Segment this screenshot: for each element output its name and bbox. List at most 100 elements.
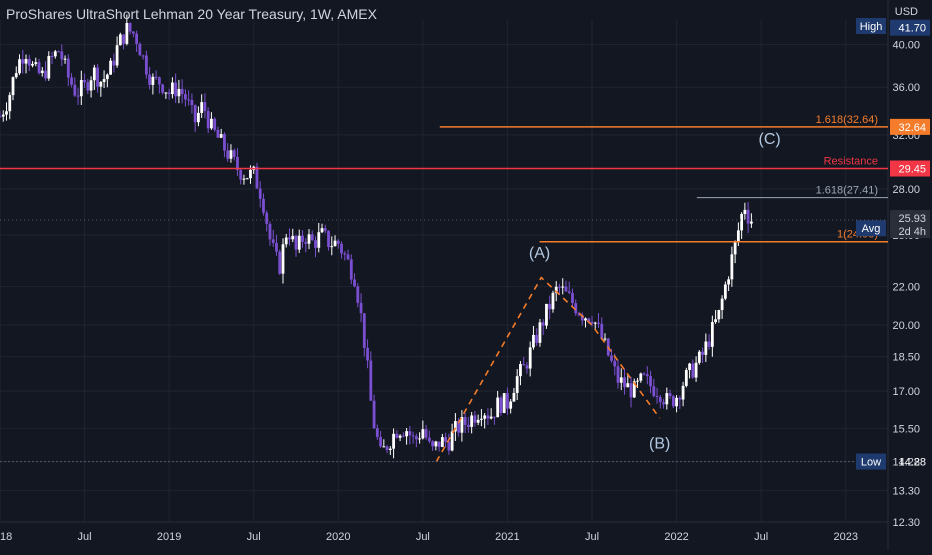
candle-body	[271, 239, 275, 243]
candle-body	[636, 380, 639, 382]
candle-body	[356, 286, 360, 303]
wave-dashed-path	[435, 276, 661, 462]
candle-body	[86, 82, 90, 91]
x-tick-label: Jul	[78, 531, 92, 543]
candle-body	[148, 74, 152, 85]
candle-body	[83, 79, 86, 83]
candle-body	[304, 241, 308, 244]
candle-body	[125, 22, 129, 44]
candle-body	[102, 79, 106, 82]
candle-body	[154, 76, 158, 78]
candle-body	[73, 84, 77, 96]
candle-body	[229, 150, 233, 159]
candle-body	[723, 284, 727, 299]
candle-body	[281, 244, 285, 274]
chart-title: ProShares UltraShort Lehman 20 Year Trea…	[6, 6, 377, 22]
candle-body	[558, 286, 561, 288]
candle-body	[180, 88, 184, 95]
candle-body	[418, 438, 422, 440]
candle-body	[509, 401, 513, 409]
candle-body	[11, 77, 15, 96]
level-label-fib-1618-lower: 1.618(27.41)	[816, 185, 878, 197]
candle-body	[548, 303, 552, 310]
candle-body	[21, 59, 25, 64]
candle-body	[707, 341, 711, 347]
candle-body	[366, 347, 369, 361]
candle-body	[658, 397, 662, 403]
candle-body	[262, 198, 265, 213]
y-tick-label: 15.50	[892, 423, 920, 435]
candle-body	[14, 73, 18, 78]
candle-body	[567, 291, 571, 294]
candle-body	[223, 134, 226, 151]
candle-body	[190, 100, 194, 106]
candle-body	[662, 402, 665, 405]
candle-body	[92, 67, 96, 81]
price-tag-text-resistance: 29.45	[898, 164, 926, 176]
candle-body	[616, 366, 620, 383]
candle-body	[144, 55, 148, 75]
candle-body	[60, 51, 64, 60]
countdown-text: 2d 4h	[898, 226, 926, 238]
candle-body	[590, 321, 594, 324]
candle-body	[434, 441, 438, 447]
candle-body	[161, 84, 165, 93]
price-tag-fib-1618-upper	[890, 118, 930, 135]
high-price-text: 41.70	[898, 23, 926, 35]
candle-body	[99, 81, 103, 87]
candle-body	[278, 251, 282, 274]
x-tick-label: Jul	[754, 531, 768, 543]
candle-body	[340, 243, 343, 254]
low-tag-box	[856, 453, 886, 470]
current-price-box	[890, 210, 930, 239]
candle-body	[675, 397, 678, 407]
candle-body	[249, 169, 252, 179]
candle-body	[710, 322, 714, 347]
candle-body	[701, 351, 704, 355]
candle-body	[613, 360, 617, 367]
candle-body	[232, 150, 236, 157]
candle-body	[574, 303, 578, 314]
candle-body	[57, 51, 60, 53]
candle-body	[668, 393, 672, 397]
candle-body	[743, 209, 747, 215]
candle-body	[5, 111, 8, 115]
x-tick-label: Jul	[585, 531, 599, 543]
price-tag-text-fib-1618-upper: 32.64	[898, 122, 926, 134]
candle-body	[157, 77, 161, 85]
candle-body	[499, 397, 503, 413]
x-tick-label: Jul	[416, 531, 430, 543]
candle-body	[408, 431, 412, 436]
y-tick-label: 13.30	[892, 485, 920, 497]
candle-body	[421, 429, 425, 439]
candle-body	[496, 397, 500, 418]
candle-body	[333, 240, 337, 247]
candle-body	[291, 235, 295, 240]
candle-body	[466, 424, 470, 427]
candle-body	[70, 77, 73, 85]
candle-body	[736, 230, 740, 242]
avg-tag-box	[856, 220, 886, 237]
candle-body	[112, 60, 116, 66]
candle-body	[115, 45, 119, 66]
candle-body	[44, 70, 47, 79]
candle-body	[600, 323, 604, 339]
candle-body	[187, 99, 191, 101]
candle-body	[450, 431, 454, 451]
candle-body	[177, 88, 181, 97]
candle-body	[440, 437, 444, 447]
candle-body	[372, 400, 376, 429]
candle-body	[740, 214, 744, 231]
candle-body	[31, 63, 34, 66]
y-tick-label: 22.00	[892, 282, 920, 294]
candle-body	[79, 79, 83, 97]
x-tick-label: Jul	[247, 531, 261, 543]
low-price-text: 14.28	[898, 457, 926, 469]
candle-body	[216, 129, 220, 138]
candle-body	[288, 237, 291, 240]
candle-body	[704, 341, 708, 355]
candle-body	[96, 67, 99, 87]
high-price-box	[890, 19, 930, 36]
